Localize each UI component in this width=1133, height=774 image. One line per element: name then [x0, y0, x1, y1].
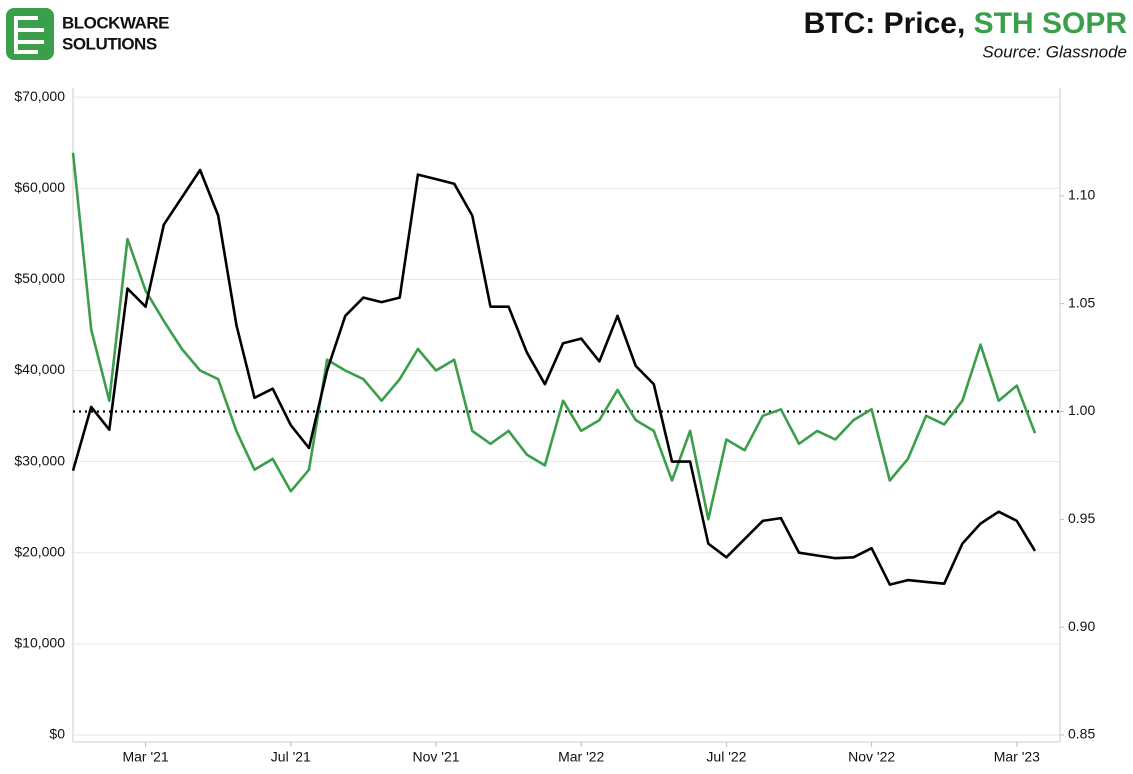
y2-tick-label: 0.85	[1068, 726, 1095, 742]
series-line	[71, 152, 1037, 521]
x-tick-label: Nov '21	[413, 749, 460, 765]
x-tick-label: Mar '23	[994, 749, 1040, 765]
y-tick-label: $10,000	[14, 635, 65, 651]
brand-line: BLOCKWARE	[62, 13, 169, 32]
y-tick-label: $50,000	[14, 270, 65, 286]
x-tick-label: Jul '21	[271, 749, 311, 765]
y-tick-label: $30,000	[14, 452, 65, 468]
y2-tick-label: 1.05	[1068, 294, 1095, 310]
x-tick-label: Mar '21	[122, 749, 168, 765]
logo: BLOCKWARE SOLUTIONS	[6, 8, 170, 60]
y-tick-label: $70,000	[14, 88, 65, 104]
y2-tick-label: 0.95	[1068, 510, 1095, 526]
title-part: STH SOPR	[974, 7, 1128, 40]
y-tick-label: $60,000	[14, 179, 65, 195]
series-line	[71, 168, 1037, 586]
y2-tick-label: 1.10	[1068, 187, 1095, 203]
y2-tick-label: 0.90	[1068, 618, 1095, 634]
x-tick-label: Mar '22	[558, 749, 604, 765]
y-tick-label: $40,000	[14, 361, 65, 377]
brand-line: SOLUTIONS	[62, 34, 157, 53]
chart-title: BTC: Price, STH SOPR	[804, 7, 1128, 40]
logo-glyph	[14, 16, 44, 54]
source: Source: Glassnode	[982, 42, 1127, 61]
title-part: BTC: Price,	[804, 7, 974, 40]
x-tick-label: Nov '22	[848, 749, 895, 765]
y-tick-label: $20,000	[14, 543, 65, 559]
x-tick-label: Jul '22	[706, 749, 746, 765]
y2-tick-label: 1.00	[1068, 402, 1095, 418]
y-tick-label: $0	[49, 726, 65, 742]
